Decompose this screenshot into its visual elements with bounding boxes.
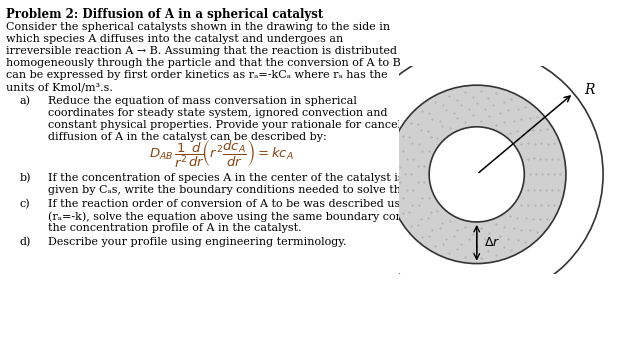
Text: a): a): [20, 96, 31, 106]
Text: constant physical properties. Provide your rationale for canceling terms to show: constant physical properties. Provide yo…: [48, 120, 550, 130]
Text: Reduce the equation of mass conversation in spherical: Reduce the equation of mass conversation…: [48, 96, 357, 106]
Text: the concentration profile of A in the catalyst.: the concentration profile of A in the ca…: [48, 223, 302, 233]
Text: d): d): [20, 237, 31, 247]
Circle shape: [429, 127, 524, 222]
Text: $\Delta r$: $\Delta r$: [484, 236, 500, 249]
Text: b): b): [20, 173, 32, 183]
Circle shape: [351, 48, 603, 301]
Text: units of Kmol/m³.s.: units of Kmol/m³.s.: [6, 82, 113, 92]
Text: R: R: [584, 83, 595, 97]
Text: which species A diffuses into the catalyst and undergoes an: which species A diffuses into the cataly…: [6, 34, 343, 44]
Text: c): c): [20, 199, 30, 209]
Text: $D_{AB}\,\dfrac{1}{r^2}\dfrac{d}{dr}\!\left(r^2\dfrac{dc_A}{dr}\right) = kc_A$: $D_{AB}\,\dfrac{1}{r^2}\dfrac{d}{dr}\!\l…: [150, 138, 294, 170]
Text: Problem 2: Diffusion of A in a spherical catalyst: Problem 2: Diffusion of A in a spherical…: [6, 8, 323, 21]
Text: Consider the spherical catalysts shown in the drawing to the side in: Consider the spherical catalysts shown i…: [6, 22, 390, 32]
Text: given by Cₐs, write the boundary conditions needed to solve the differential equ: given by Cₐs, write the boundary conditi…: [48, 185, 567, 195]
Text: If the concentration of species A in the center of the catalyst is finite and at: If the concentration of species A in the…: [48, 173, 556, 183]
Circle shape: [387, 85, 566, 264]
Text: (rₐ=-k), solve the equation above using the same boundary conditions listed in (: (rₐ=-k), solve the equation above using …: [48, 211, 563, 222]
Text: can be expressed by first order kinetics as rₐ=-kCₐ where rₐ has the: can be expressed by first order kinetics…: [6, 70, 387, 80]
Text: Describe your profile using engineering terminology.: Describe your profile using engineering …: [48, 237, 347, 247]
Text: coordinates for steady state system, ignored convection and: coordinates for steady state system, ign…: [48, 108, 387, 118]
Text: diffusion of A in the catalyst can be described by:: diffusion of A in the catalyst can be de…: [48, 132, 327, 142]
Text: irreversible reaction A → B. Assuming that the reaction is distributed: irreversible reaction A → B. Assuming th…: [6, 46, 397, 56]
Text: If the reaction order of conversion of A to be was described using zeroth order : If the reaction order of conversion of A…: [48, 199, 540, 209]
Text: homogeneously through the particle and that the conversion of A to B: homogeneously through the particle and t…: [6, 58, 401, 68]
